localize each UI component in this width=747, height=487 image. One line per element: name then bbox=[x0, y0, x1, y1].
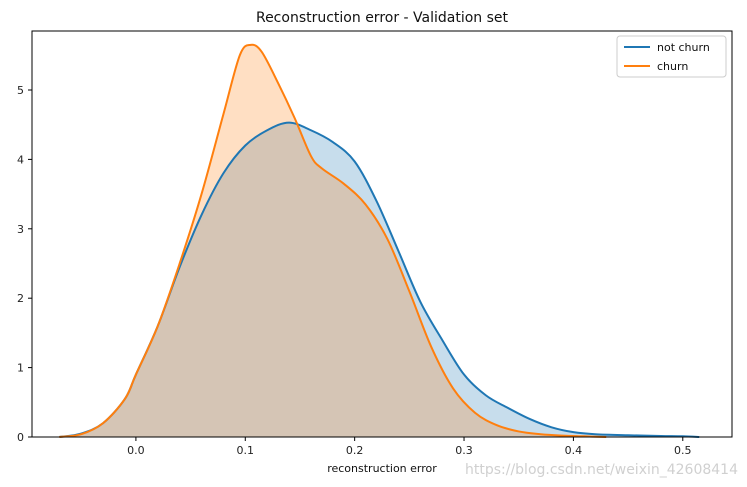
plot-frame bbox=[31, 30, 733, 438]
x-tick-label: 0.0 bbox=[127, 444, 145, 457]
plot-fills bbox=[59, 44, 700, 438]
x-axis-ticks: 0.0 0.1 0.2 0.3 0.4 0.5 bbox=[127, 437, 692, 457]
density-fill-churn bbox=[59, 44, 607, 438]
density-line-churn bbox=[59, 43, 607, 438]
y-tick-label: 4 bbox=[17, 153, 24, 166]
x-tick-label: 0.3 bbox=[455, 444, 473, 457]
y-tick-label: 3 bbox=[17, 223, 24, 236]
plot-lines bbox=[59, 43, 700, 438]
x-axis-label: reconstruction error bbox=[327, 462, 437, 475]
y-tick-label: 1 bbox=[17, 362, 24, 375]
watermark: https://blog.csdn.net/weixin_42608414 bbox=[465, 462, 738, 478]
legend-label-not-churn: not churn bbox=[657, 41, 710, 54]
chart-title: Reconstruction error - Validation set bbox=[256, 10, 509, 26]
y-tick-label: 2 bbox=[17, 292, 24, 305]
x-tick-label: 0.1 bbox=[237, 444, 255, 457]
legend-label-churn: churn bbox=[657, 60, 688, 73]
y-axis-ticks: 0 1 2 3 4 5 bbox=[17, 84, 32, 444]
density-fill-not-churn bbox=[59, 122, 700, 438]
legend: not churn churn bbox=[616, 35, 727, 78]
x-tick-label: 0.4 bbox=[565, 444, 583, 457]
y-tick-label: 0 bbox=[17, 431, 24, 444]
x-tick-label: 0.5 bbox=[674, 444, 692, 457]
x-tick-label: 0.2 bbox=[346, 444, 364, 457]
y-tick-label: 5 bbox=[17, 84, 24, 97]
